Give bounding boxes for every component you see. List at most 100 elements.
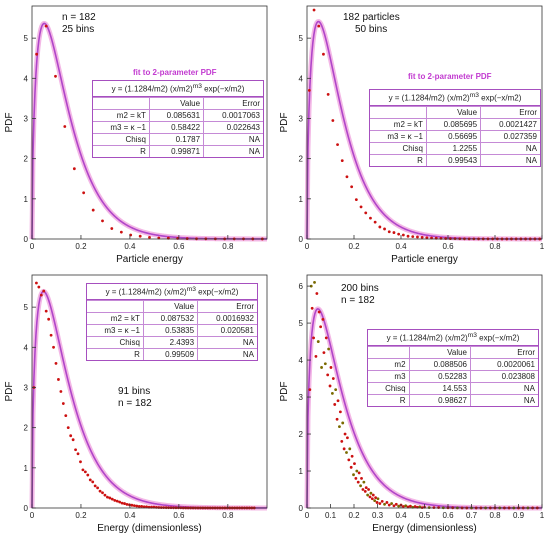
data-point [347, 458, 351, 462]
data-point [44, 309, 48, 313]
data-point [342, 447, 346, 451]
x-tick-label: 0.6 [442, 242, 454, 251]
data-point [353, 462, 356, 466]
y-tick-label: 1 [24, 464, 29, 473]
fit-results-box: y = (1.1284/m2) (x/m2)m3 exp(−x/m2) Valu… [369, 89, 541, 167]
data-point [322, 52, 325, 56]
fit-formula: y = (1.1284/m2) (x/m2)m3 exp(−x/m2) [87, 284, 257, 300]
y-tick-label: 2 [299, 430, 304, 439]
chart-panel-2: 0 0.2 0.4 0.6 0.8 1 0 1 2 3 4 5 Particle energy PDF 1… [275, 0, 550, 269]
note-line: 91 bins [118, 386, 151, 397]
data-point [390, 502, 393, 505]
data-point [106, 495, 109, 499]
y-tick-label: 3 [24, 114, 29, 123]
x-tick-label: 0.9 [513, 511, 525, 520]
y-tick-label: 2 [299, 155, 304, 164]
x-tick-label: 0 [305, 242, 310, 251]
data-point [47, 317, 51, 321]
y-tick-label: 1 [299, 195, 304, 204]
data-point [93, 484, 97, 488]
data-point [64, 414, 68, 417]
x-tick-label: 0.6 [173, 242, 185, 251]
y-tick-label: 5 [24, 34, 29, 43]
data-point [140, 504, 144, 508]
data-point [385, 501, 389, 504]
data-point [374, 496, 378, 500]
chart-plot-3: 0 0.2 0.4 0.6 0.8 0 1 2 3 4 5 Energy (dimensionless… [4, 274, 269, 534]
y-tick-label: 0 [299, 504, 304, 513]
data-point [352, 473, 355, 477]
y-axis-label: PDF [279, 113, 290, 133]
plot-frame [31, 274, 268, 509]
x-axis-label: Energy (dimensionless) [372, 523, 477, 534]
data-point [315, 292, 319, 295]
data-point [338, 425, 341, 429]
fit-table-row: Chisq 14.553 NA [368, 381, 538, 395]
data-point [354, 477, 358, 480]
fit-table-row: m2 = kT 0.087532 0.0016932 [87, 311, 257, 325]
data-point [373, 220, 377, 224]
data-point [359, 205, 363, 209]
data-point [83, 470, 87, 474]
data-point [49, 333, 53, 337]
data-point [312, 336, 315, 340]
data-point [108, 496, 112, 500]
x-tick-label: 0.7 [466, 511, 478, 520]
data-point [380, 499, 384, 503]
data-point [416, 235, 419, 239]
data-point [314, 354, 318, 358]
y-tick-label: 4 [299, 356, 304, 365]
data-point [54, 74, 57, 78]
data-point [409, 504, 412, 508]
y-tick-label: 4 [299, 74, 304, 83]
fit-title: fit to 2-parameter PDF [408, 72, 492, 81]
data-point [44, 24, 48, 28]
note-line: n = 182 [62, 12, 96, 23]
data-point [361, 488, 365, 491]
chart-plot-2: 0 0.2 0.4 0.6 0.8 1 0 1 2 3 4 5 Particle energy PDF [279, 5, 545, 265]
x-tick-label: 0.3 [372, 511, 384, 520]
x-tick-label: 1 [540, 242, 545, 251]
data-point [359, 484, 362, 488]
data-point [98, 489, 102, 493]
data-point [369, 216, 372, 220]
fit-table-row: m3 = κ −1 0.53835 0.020581 [87, 323, 257, 337]
data-point [91, 480, 95, 484]
data-point [367, 488, 370, 491]
note-line: 25 bins [62, 24, 95, 35]
data-point [130, 503, 134, 507]
data-point [392, 504, 396, 508]
data-point [327, 347, 331, 351]
data-point [411, 235, 415, 238]
data-point [343, 432, 347, 436]
fit-table-row: m3 = κ −1 0.56695 0.027359 [370, 129, 540, 143]
data-point [383, 227, 386, 231]
fit-formula: y = (1.1284/m2) (x/m2)m3 exp(−x/m2) [93, 81, 263, 97]
data-point [329, 366, 333, 369]
data-point [103, 493, 107, 497]
plot-frame [31, 5, 268, 240]
data-point [324, 336, 328, 340]
note-line: n = 182 [118, 398, 152, 409]
data-point [39, 293, 43, 297]
data-point [328, 384, 332, 388]
data-point [335, 417, 339, 421]
data-point [69, 434, 73, 438]
data-point [59, 390, 63, 393]
data-point [322, 351, 326, 355]
fit-table-row: m2 0.088506 0.0020061 [368, 357, 538, 371]
y-tick-label: 3 [299, 393, 304, 402]
data-point [110, 227, 114, 230]
data-point [316, 340, 320, 343]
note-line: 182 particles [343, 12, 400, 23]
data-point [444, 237, 448, 240]
x-tick-label: 0.4 [395, 242, 407, 251]
data-point [308, 388, 312, 392]
data-point [125, 502, 129, 506]
data-point [148, 235, 151, 239]
data-point [81, 468, 85, 472]
data-point [350, 185, 354, 189]
x-axis-label: Particle energy [116, 254, 183, 265]
data-point [338, 410, 342, 414]
data-point [66, 426, 70, 430]
